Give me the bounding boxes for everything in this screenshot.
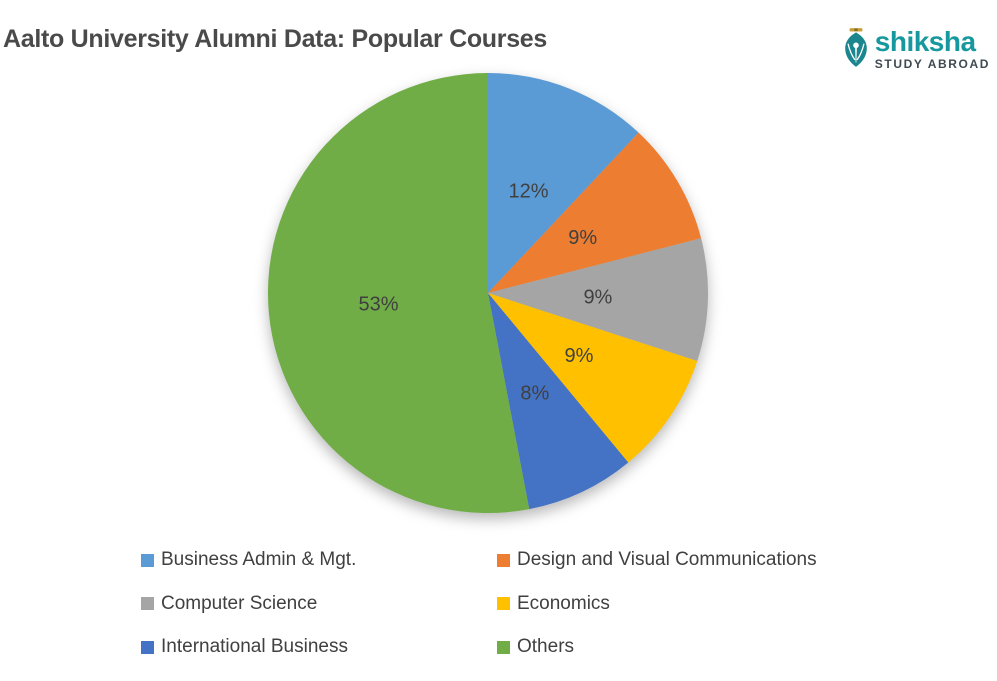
pie-value-label-international-business: 8%	[520, 383, 549, 405]
shiksha-logo: shiksha STUDY ABROAD	[842, 28, 990, 73]
legend-swatch-international-business	[141, 640, 154, 654]
legend-label-business-admin-mgt: Business Admin & Mgt.	[161, 549, 357, 570]
chart-legend: Business Admin & Mgt. Design and Visual C…	[141, 549, 817, 681]
legend-item-economics[interactable]: Economics	[497, 592, 817, 614]
legend-swatch-design-and-visual-communications	[497, 553, 510, 567]
legend-swatch-business-admin-mgt	[141, 553, 154, 567]
legend-item-design-and-visual-communications[interactable]: Design and Visual Communications	[497, 549, 817, 570]
pie-slice-economics[interactable]	[488, 293, 698, 463]
pie-value-label-economics: 9%	[565, 345, 594, 367]
pie-chart: 12% 9% 9% 9% 8% 53%	[267, 73, 708, 513]
pie-value-label-others: 53%	[358, 293, 398, 315]
legend-label-others: Others	[517, 636, 575, 657]
page-title: Aalto University Alumni Data: Popular Co…	[3, 25, 548, 53]
pie-value-label-design-and-visual-communications: 9%	[568, 227, 597, 249]
legend-label-international-business: International Business	[161, 636, 348, 657]
legend-item-others[interactable]: Others	[497, 636, 817, 657]
legend-item-computer-science[interactable]: Computer Science	[141, 592, 497, 614]
pie-value-label-business-admin-mgt: 12%	[508, 181, 548, 203]
pen-nib-icon	[842, 28, 870, 73]
pie-slice-design-and-visual-communications[interactable]	[488, 132, 702, 293]
pie-slice-business-admin-mgt[interactable]	[488, 73, 639, 293]
legend-swatch-others	[497, 640, 510, 654]
legend-label-computer-science: Computer Science	[161, 592, 318, 614]
legend-item-business-admin-mgt[interactable]: Business Admin & Mgt.	[141, 549, 497, 570]
pie-slice-international-business[interactable]	[488, 293, 629, 510]
pie-value-label-computer-science: 9%	[583, 287, 612, 309]
pie-slice-others[interactable]	[267, 73, 530, 513]
legend-swatch-computer-science	[141, 597, 154, 610]
legend-label-design-and-visual-communications: Design and Visual Communications	[517, 549, 817, 570]
legend-item-international-business[interactable]: International Business	[141, 636, 497, 657]
legend-swatch-economics	[497, 597, 510, 610]
pie-slice-computer-science[interactable]	[488, 238, 708, 361]
logo-brand-text: shiksha	[874, 26, 976, 57]
legend-label-economics: Economics	[517, 592, 610, 614]
logo-tagline-text: STUDY ABROAD	[874, 57, 990, 71]
